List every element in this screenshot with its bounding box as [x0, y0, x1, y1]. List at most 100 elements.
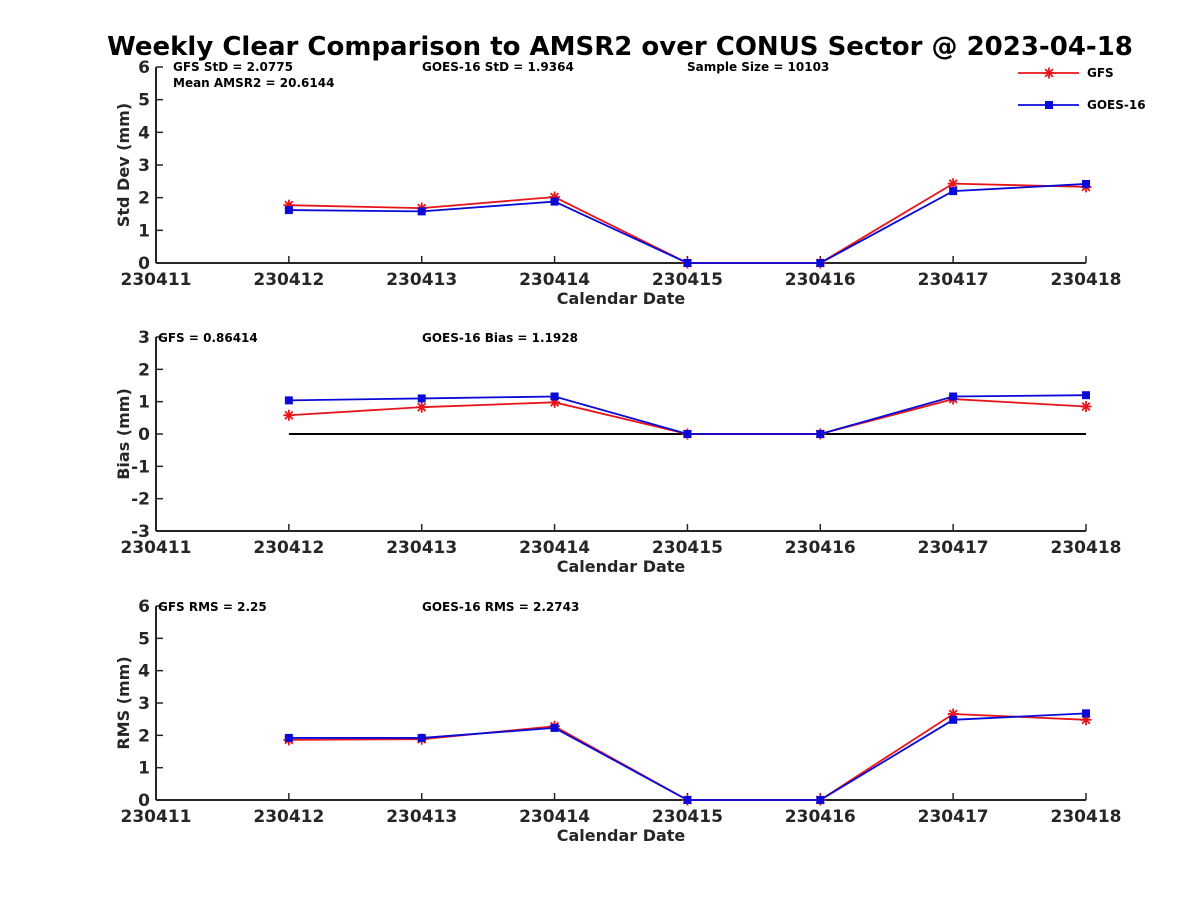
- y-tick-label: 3: [138, 694, 150, 714]
- data-point: [550, 723, 559, 732]
- data-point: [816, 796, 825, 804]
- y-tick-label: 1: [138, 759, 150, 779]
- data-point: [683, 796, 692, 804]
- x-axis-label: Calendar Date: [557, 826, 686, 845]
- y-tick-label: -2: [131, 490, 150, 510]
- y-tick-label: 2: [138, 726, 150, 746]
- y-tick-label: 2: [138, 360, 150, 380]
- x-tick-label: 230415: [652, 538, 723, 558]
- data-point: [284, 396, 293, 405]
- y-tick-label: 3: [138, 156, 150, 176]
- y-tick-label: -3: [131, 522, 150, 542]
- stat-annotation-sample: Sample Size = 10103: [687, 60, 829, 74]
- series-goes-16: [284, 709, 1090, 804]
- x-tick-label: 230416: [785, 270, 856, 290]
- x-tick-label: 230417: [918, 270, 989, 290]
- data-point: [283, 409, 295, 421]
- x-tick-label: 230412: [253, 270, 324, 290]
- y-tick-label: 4: [138, 662, 150, 682]
- x-tick-label: 230412: [253, 807, 324, 827]
- x-tick-label: 230411: [121, 270, 192, 290]
- y-tick-label: 5: [138, 629, 150, 649]
- y-tick-label: 6: [138, 58, 150, 78]
- series-goes-16: [284, 179, 1090, 267]
- y-tick-label: 5: [138, 91, 150, 111]
- x-tick-label: 230414: [519, 270, 590, 290]
- stat-annotation-goes: GOES-16 Bias = 1.1928: [422, 331, 578, 345]
- data-point: [417, 394, 426, 403]
- y-axis-label: Bias (mm): [114, 388, 133, 480]
- stat-annotation-goes: GOES-16 RMS = 2.2743: [422, 600, 579, 614]
- x-tick-label: 230413: [386, 270, 457, 290]
- y-tick-label: 0: [138, 254, 150, 274]
- y-tick-label: 1: [138, 221, 150, 241]
- y-axis-label: Std Dev (mm): [114, 103, 133, 227]
- data-point: [550, 392, 559, 401]
- x-tick-label: 230413: [386, 538, 457, 558]
- data-point: [1082, 709, 1090, 718]
- x-tick-label: 230411: [121, 538, 192, 558]
- legend-marker: [1043, 67, 1055, 79]
- data-point: [1080, 401, 1092, 413]
- data-point: [417, 733, 426, 742]
- y-tick-label: 6: [138, 597, 150, 617]
- x-tick-label: 230418: [1051, 807, 1122, 827]
- legend-marker: [1045, 101, 1053, 109]
- y-tick-label: 0: [138, 425, 150, 445]
- figure-title: Weekly Clear Comparison to AMSR2 over CO…: [107, 32, 1133, 62]
- x-tick-label: 230412: [253, 538, 324, 558]
- legend-entry-gfs: GFS: [1018, 66, 1114, 80]
- x-tick-label: 230413: [386, 807, 457, 827]
- x-tick-label: 230414: [519, 538, 590, 558]
- stat-annotation-mean: Mean AMSR2 = 20.6144: [173, 76, 334, 90]
- data-point: [949, 715, 958, 724]
- data-point: [1082, 179, 1090, 188]
- stat-annotation-gfs: GFS StD = 2.0775: [173, 60, 293, 74]
- data-point: [683, 259, 692, 267]
- stat-annotation-goes: GOES-16 StD = 1.9364: [422, 60, 574, 74]
- x-tick-label: 230418: [1051, 538, 1122, 558]
- x-axis-label: Calendar Date: [557, 557, 686, 576]
- x-tick-label: 230417: [918, 807, 989, 827]
- x-tick-label: 230415: [652, 270, 723, 290]
- data-point: [550, 197, 559, 206]
- chart-panel-2: -3 -2 -1 0 1 2 3 230411 230412 230413 230414 230415…: [114, 328, 1121, 576]
- data-point: [947, 178, 959, 190]
- legend-label: GFS: [1087, 66, 1114, 80]
- x-tick-label: 230411: [121, 807, 192, 827]
- data-point: [284, 206, 293, 215]
- y-tick-label: 4: [138, 123, 150, 143]
- y-axis-label: RMS (mm): [114, 656, 133, 749]
- x-tick-label: 230415: [652, 807, 723, 827]
- legend-entry-goes-16: GOES-16: [1018, 98, 1146, 112]
- data-point: [816, 259, 825, 267]
- stat-annotation-gfs: GFS = 0.86414: [158, 331, 258, 345]
- stat-annotation-gfs: GFS RMS = 2.25: [158, 600, 267, 614]
- y-tick-label: 2: [138, 189, 150, 209]
- x-axis-label: Calendar Date: [557, 289, 686, 308]
- data-point: [949, 187, 958, 196]
- data-point: [949, 392, 958, 401]
- legend-label: GOES-16: [1087, 98, 1146, 112]
- data-point: [1082, 391, 1090, 400]
- chart-panel-1: 0 1 2 3 4 5 6 230411 230412 230413 230414 230415 230…: [114, 58, 1121, 308]
- y-tick-label: -1: [131, 457, 150, 477]
- data-point: [683, 430, 692, 438]
- x-tick-label: 230416: [785, 538, 856, 558]
- data-point: [284, 733, 293, 742]
- data-point: [816, 430, 825, 438]
- chart-panel-3: 0 1 2 3 4 5 6 230411 230412 230413 230414 230415 230…: [114, 597, 1121, 845]
- x-tick-label: 230416: [785, 807, 856, 827]
- x-tick-label: 230414: [519, 807, 590, 827]
- data-point: [417, 207, 426, 216]
- x-tick-label: 230417: [918, 538, 989, 558]
- y-tick-label: 3: [138, 328, 150, 348]
- series-goes-16: [284, 391, 1090, 438]
- legend: GFS GOES-16: [1018, 66, 1146, 112]
- data-point: [416, 401, 428, 413]
- x-tick-label: 230418: [1051, 270, 1122, 290]
- y-tick-label: 1: [138, 393, 150, 413]
